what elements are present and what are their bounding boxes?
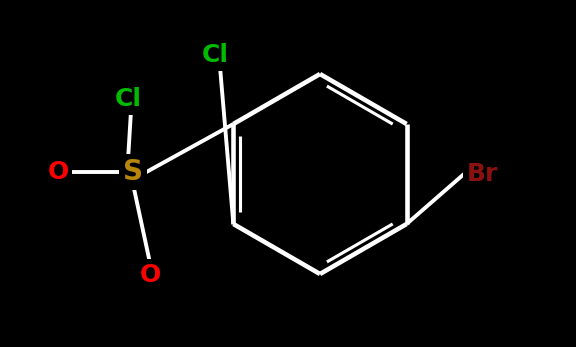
- Text: Br: Br: [467, 162, 498, 186]
- Text: S: S: [123, 158, 143, 186]
- Text: O: O: [139, 263, 161, 287]
- Text: Cl: Cl: [202, 43, 229, 67]
- Text: O: O: [47, 160, 69, 184]
- Text: Cl: Cl: [115, 87, 142, 111]
